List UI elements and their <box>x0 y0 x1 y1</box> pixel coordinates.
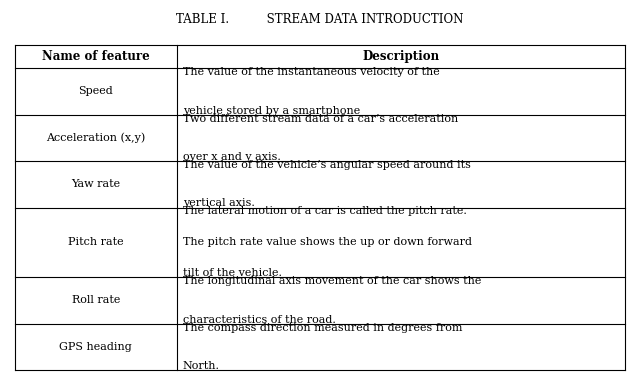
Text: characteristics of the road.: characteristics of the road. <box>182 315 335 324</box>
Text: tilt of the vehicle.: tilt of the vehicle. <box>182 268 282 278</box>
Text: The longitudinal axis movement of the car shows the: The longitudinal axis movement of the ca… <box>182 276 481 286</box>
Text: The lateral motion of a car is called the pitch rate.: The lateral motion of a car is called th… <box>182 206 467 217</box>
Text: GPS heading: GPS heading <box>60 342 132 352</box>
Text: Description: Description <box>362 50 440 63</box>
Text: The pitch rate value shows the up or down forward: The pitch rate value shows the up or dow… <box>182 237 472 247</box>
Text: Speed: Speed <box>79 86 113 96</box>
Text: over x and y axis.: over x and y axis. <box>182 152 280 162</box>
Text: Roll rate: Roll rate <box>72 296 120 305</box>
Text: TABLE I.          STREAM DATA INTRODUCTION: TABLE I. STREAM DATA INTRODUCTION <box>176 13 464 26</box>
Text: vehicle stored by a smartphone: vehicle stored by a smartphone <box>182 106 360 116</box>
Text: The compass direction measured in degrees from: The compass direction measured in degree… <box>182 323 462 332</box>
Text: vertical axis.: vertical axis. <box>182 199 255 209</box>
Text: Acceleration (x,y): Acceleration (x,y) <box>46 133 145 143</box>
Text: North.: North. <box>182 361 220 371</box>
Text: The value of the instantaneous velocity of the: The value of the instantaneous velocity … <box>182 67 440 77</box>
Text: Pitch rate: Pitch rate <box>68 237 124 247</box>
Text: Two different stream data of a car’s acceleration: Two different stream data of a car’s acc… <box>182 114 458 124</box>
Text: Name of feature: Name of feature <box>42 50 150 63</box>
Text: Yaw rate: Yaw rate <box>71 179 120 189</box>
Text: The value of the vehicle’s angular speed around its: The value of the vehicle’s angular speed… <box>182 160 470 170</box>
